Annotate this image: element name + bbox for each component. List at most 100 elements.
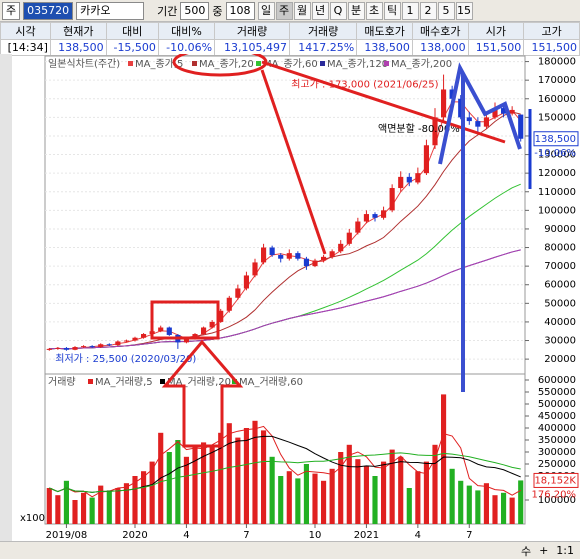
quote-value: 1417.25% — [289, 39, 358, 56]
interval-button[interactable]: 분 — [347, 1, 365, 20]
interval-button[interactable]: 15 — [455, 1, 473, 20]
interval-button[interactable]: 1 — [401, 1, 419, 20]
y-tick-label: 170000 — [538, 75, 576, 86]
last-volume-box — [533, 472, 579, 488]
interval-button[interactable]: 틱 — [383, 1, 401, 20]
red-rect — [150, 300, 220, 340]
moving-average — [49, 249, 521, 350]
footer-button[interactable]: 1:1 — [556, 544, 574, 557]
zoom-label: 중 — [212, 4, 223, 18]
volume-bar — [432, 444, 438, 524]
quote-header: 시각 — [0, 22, 51, 40]
volume-bar — [312, 473, 318, 524]
stock-name[interactable]: 카카오 — [76, 1, 145, 20]
interval-button[interactable]: 5 — [437, 1, 455, 20]
volume-bar — [72, 500, 78, 524]
candle-body — [166, 327, 172, 335]
interval-button[interactable]: 월 — [293, 1, 311, 20]
volume-bar — [483, 483, 489, 524]
candle-body — [55, 347, 61, 349]
candle-body — [483, 117, 489, 127]
quote-value: [14:34] — [0, 39, 51, 56]
stock-code[interactable]: 035720 — [23, 1, 74, 20]
candle-body — [355, 221, 361, 233]
x-tick-label: 7 — [466, 530, 472, 541]
legend-label: MA_종가,5 — [135, 58, 183, 70]
candle-body — [218, 310, 224, 322]
candle-body — [158, 327, 164, 332]
volume-bar — [518, 480, 524, 524]
red-arrow — [161, 339, 244, 448]
interval-button[interactable]: 일 — [257, 1, 275, 20]
candle-body — [278, 254, 284, 259]
zoom-input[interactable]: 108 — [225, 1, 255, 20]
annotation-low: 최저가 : 25,500 (2020/03/20) — [55, 353, 196, 365]
candle-body — [115, 341, 121, 346]
footer-button[interactable]: + — [539, 544, 549, 557]
volume-bar — [492, 495, 498, 524]
legend-swatch — [88, 379, 93, 384]
candle-body — [501, 108, 507, 114]
market-select[interactable]: 주 — [2, 1, 21, 20]
volume-bar — [466, 485, 472, 524]
legend-label: MA_종가,200 — [391, 58, 452, 70]
quote-value: 138,500 — [356, 39, 413, 56]
candle-body — [346, 232, 352, 244]
volume-bar — [389, 449, 395, 524]
legend-label: MA_종가,20 — [199, 58, 254, 70]
legend-swatch — [192, 61, 197, 66]
interval-button[interactable]: 2 — [419, 1, 437, 20]
candle-body — [235, 288, 241, 298]
y-tick-label: 100000 — [538, 495, 576, 506]
interval-button[interactable]: Q — [329, 1, 347, 20]
volume-average — [49, 452, 521, 493]
interval-buttons: 일 주 월 년 Q 분 초 틱 1 2 5 15 — [257, 1, 473, 20]
annotation-split: 액면분할 -80.00% — [378, 123, 460, 135]
interval-button[interactable]: 주 — [275, 1, 293, 20]
quote-value: -10.06% — [157, 39, 216, 56]
volume-bar — [261, 430, 267, 524]
candle-body — [201, 327, 207, 335]
footer-button[interactable]: 수 — [520, 544, 532, 558]
volume-frame — [44, 373, 526, 525]
volume-ratio: 176.20% — [532, 489, 577, 500]
volume-bar — [183, 456, 189, 524]
quote-header: 매수호가 — [411, 22, 469, 40]
volume-bar — [218, 432, 224, 524]
quote-header: 거래량 — [214, 22, 291, 40]
interval-button[interactable]: 초 — [365, 1, 383, 20]
quote-value: 151,500 — [523, 39, 580, 56]
candle-body — [81, 346, 87, 348]
moving-average — [49, 111, 521, 350]
interval-button[interactable]: 년 — [311, 1, 329, 20]
quote-header: 고가 — [523, 22, 580, 40]
x-tick-label: 2019/08 — [46, 530, 88, 541]
volume-bar — [166, 452, 172, 524]
candle-body — [89, 346, 95, 348]
candle-body — [338, 243, 344, 252]
volume-bar — [415, 471, 421, 524]
quote-header: 매도호가 — [356, 22, 413, 40]
volume-bar — [175, 440, 181, 524]
volume-bar — [295, 478, 301, 524]
candle-body — [261, 247, 267, 263]
volume-bar — [501, 492, 507, 524]
y-tick-label: 180000 — [538, 57, 576, 68]
volume-bar — [303, 464, 309, 524]
candle-body — [98, 344, 104, 348]
y-tick-label: 90000 — [544, 224, 576, 235]
period-input[interactable]: 500 — [180, 1, 210, 20]
y-tick-label: 350000 — [538, 435, 576, 446]
y-tick-label: 40000 — [544, 317, 576, 328]
chart-title: 일본식차트(주간) — [48, 58, 120, 70]
y-tick-label: 150000 — [538, 112, 576, 123]
chart: 20000 30000 40000 50000 60000 70000 80000 90000… — [0, 54, 579, 541]
y-tick-label: 250000 — [538, 459, 576, 470]
legend-swatch — [384, 61, 389, 66]
volume-bar — [149, 461, 155, 524]
volume-bar — [372, 476, 378, 524]
volume-bar — [243, 428, 249, 524]
legend-label: MA_거래량,60 — [239, 376, 303, 388]
candle-body — [321, 256, 327, 261]
candle-body — [303, 258, 309, 267]
